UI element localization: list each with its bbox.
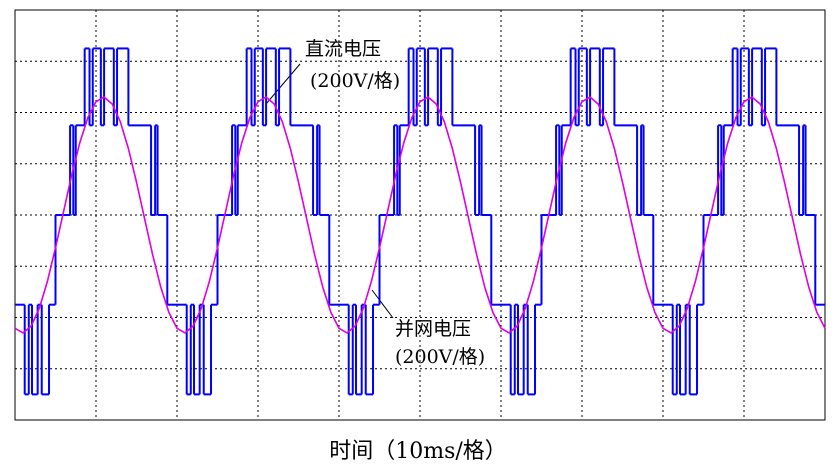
plot-border xyxy=(14,9,826,421)
x-axis-title: 时间（10ms/格） xyxy=(329,439,507,464)
series-unit: (200V/格) xyxy=(395,346,485,368)
annotation-leader xyxy=(265,63,301,105)
series-line xyxy=(14,96,826,334)
series-label: 并网电压 xyxy=(395,318,471,340)
series-unit: (200V/格) xyxy=(310,70,400,92)
series-label: 直流电压 xyxy=(305,38,381,60)
annotation-leader xyxy=(371,289,394,319)
